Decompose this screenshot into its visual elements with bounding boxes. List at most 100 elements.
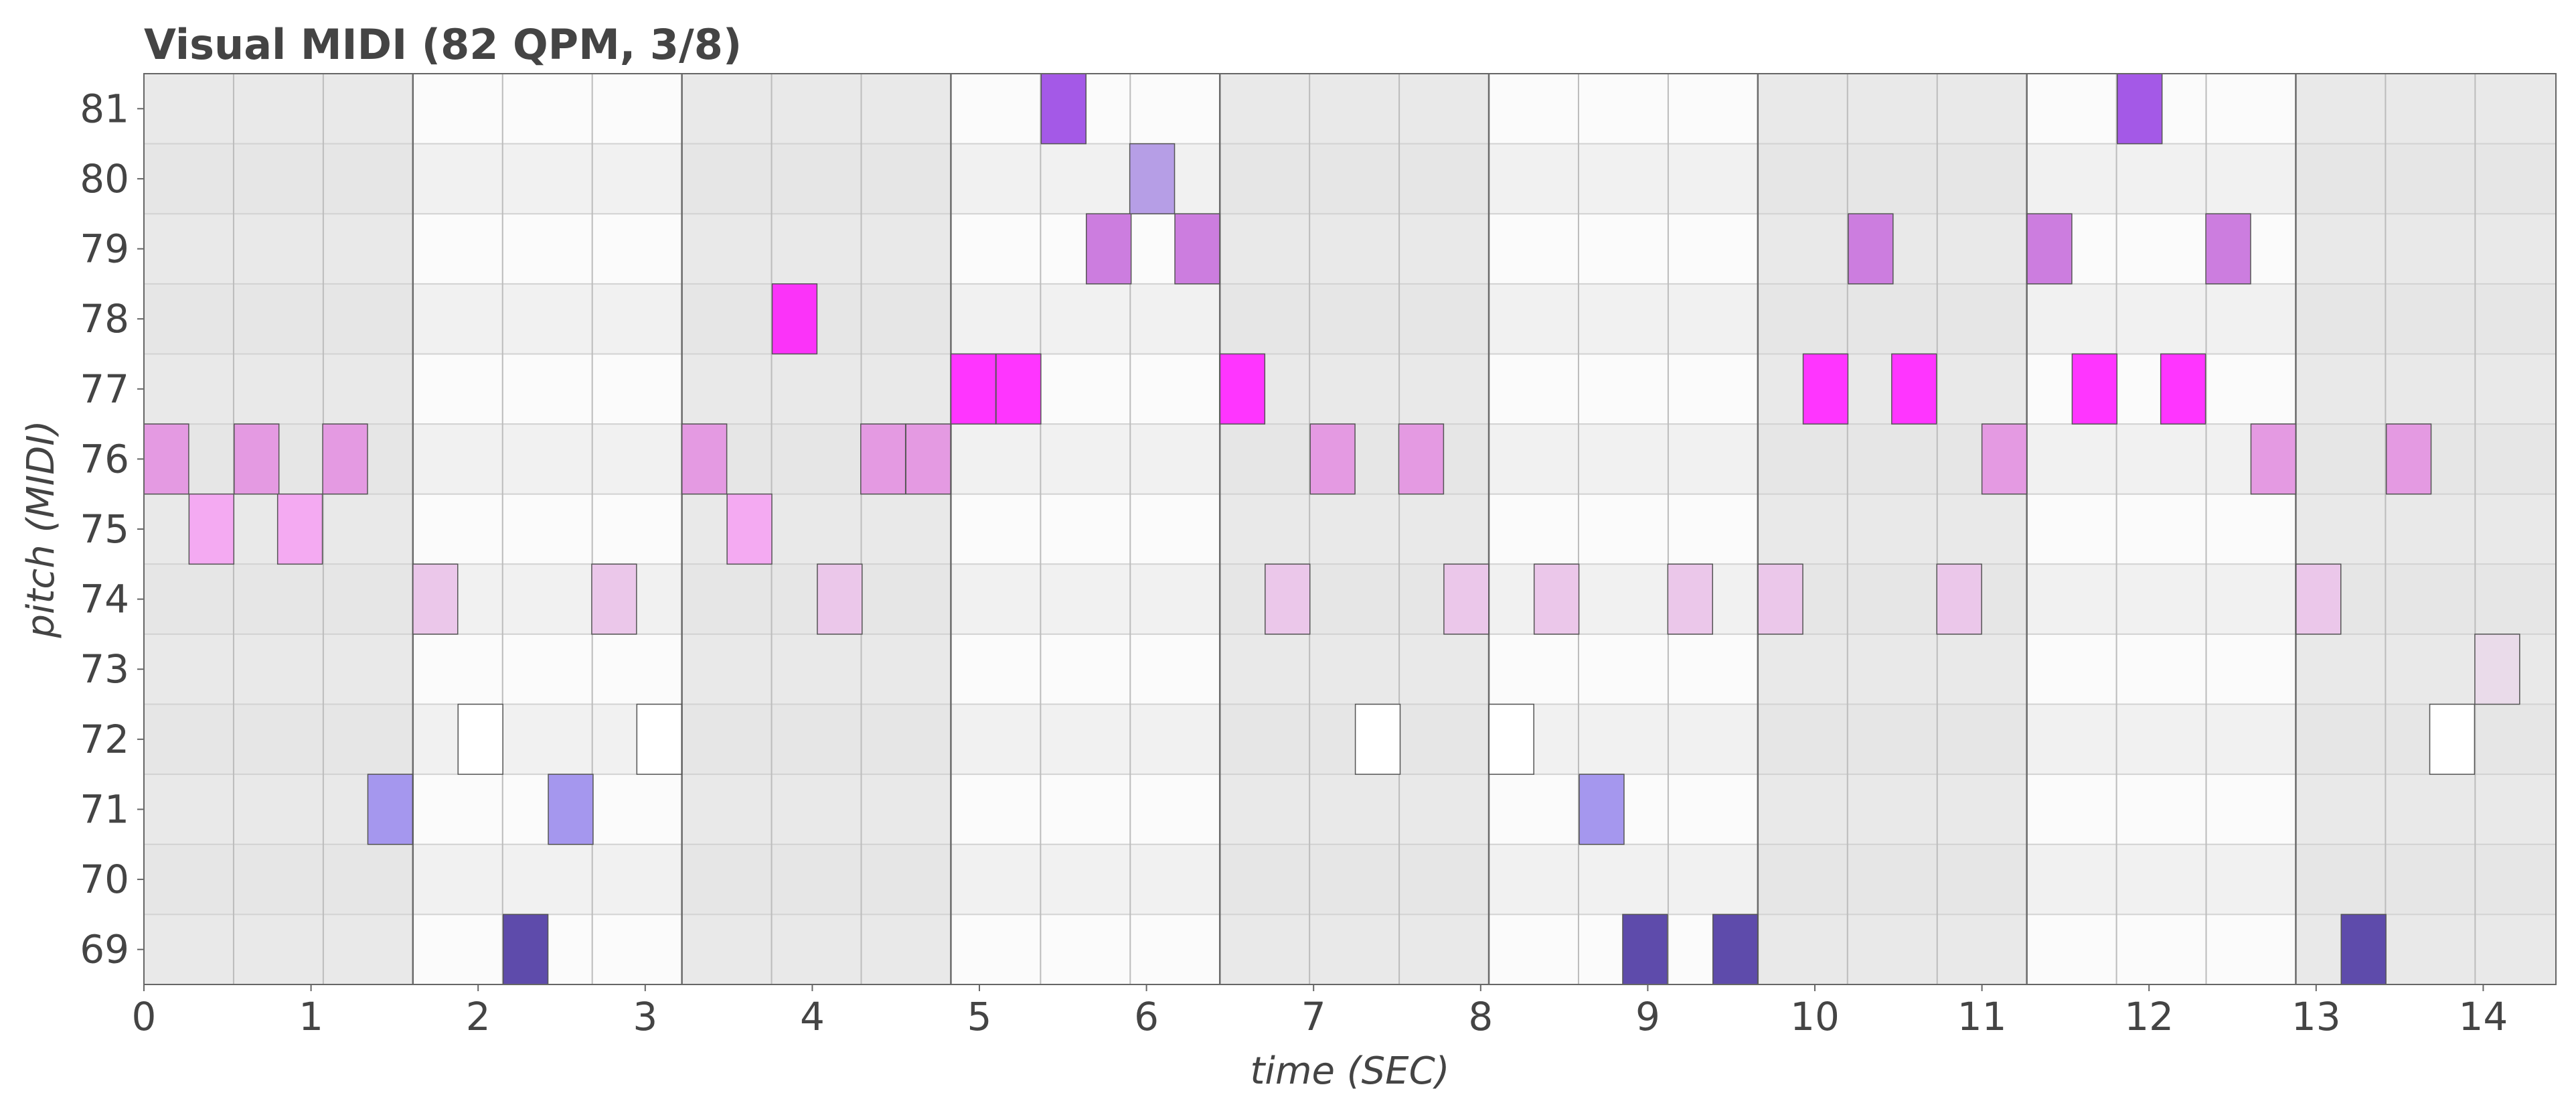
pitch-row-band <box>2026 143 2296 214</box>
note-block <box>1398 423 1445 495</box>
note-block <box>1891 353 1937 425</box>
pitch-row-band <box>2296 774 2556 845</box>
y-axis-ticks: 69 70 71 72 73 74 75 76 77 78 79 80 81 <box>80 86 144 972</box>
y-tick-label: 80 <box>80 156 129 202</box>
pitch-row-band <box>1489 143 1758 214</box>
y-axis-label: pitch (MIDI) <box>19 420 63 638</box>
y-tick-label: 77 <box>80 366 129 412</box>
y-tick-label: 69 <box>80 927 129 972</box>
y-tick-label: 75 <box>80 506 129 552</box>
pitch-row-band <box>951 774 1220 845</box>
note-block <box>1579 774 1625 845</box>
pitch-row-band <box>951 704 1220 775</box>
note-block <box>188 493 235 565</box>
pitch-row-band <box>951 494 1220 565</box>
pitch-row-band <box>2296 143 2556 214</box>
pitch-row-band <box>1757 143 2027 214</box>
pitch-row-band <box>1220 143 1490 214</box>
pitch-row-band <box>1220 634 1490 705</box>
pitch-row-band <box>1220 74 1490 144</box>
x-tick-label: 6 <box>1134 994 1159 1039</box>
pitch-row-band <box>1489 424 1758 494</box>
y-tick-label: 72 <box>80 717 129 762</box>
x-tick-label: 1 <box>299 994 323 1039</box>
pitch-row-band <box>2296 74 2556 144</box>
chart-title: Visual MIDI (82 QPM, 3/8) <box>144 20 742 69</box>
pitch-row-band <box>2026 494 2296 565</box>
pitch-row-band <box>1489 844 1758 915</box>
x-tick-label: 10 <box>1790 994 1840 1039</box>
note-block <box>2026 213 2073 285</box>
y-tick-label: 70 <box>80 857 129 902</box>
pitch-row-band <box>951 424 1220 494</box>
pitch-row-band <box>1757 704 2027 775</box>
pitch-row-band <box>144 914 413 984</box>
pitch-row-band <box>1220 704 1490 775</box>
note-block <box>1040 73 1086 145</box>
pitch-row-band <box>681 844 951 915</box>
pitch-row-band <box>2026 283 2296 354</box>
x-tick-label: 4 <box>800 994 825 1039</box>
note-block <box>591 563 637 635</box>
note-block <box>367 774 414 845</box>
note-block <box>1712 913 1759 985</box>
pitch-row-band <box>412 844 682 915</box>
pitch-row-band <box>412 494 682 565</box>
pitch-row-band <box>951 634 1220 705</box>
y-tick-label: 81 <box>80 86 129 131</box>
pitch-row-band <box>2026 914 2296 984</box>
y-tick-label: 74 <box>80 577 129 622</box>
pitch-row-band <box>2026 704 2296 775</box>
x-tick-label: 13 <box>2291 994 2341 1039</box>
pitch-row-band <box>412 143 682 214</box>
pitch-row-band <box>681 494 951 565</box>
note-block <box>1085 213 1132 285</box>
pitch-row-band <box>681 704 951 775</box>
pitch-row-band <box>1489 354 1758 425</box>
note-block <box>1757 563 1803 635</box>
pitch-row-band <box>951 564 1220 634</box>
pitch-row-band <box>1489 283 1758 354</box>
pitch-row-band <box>951 143 1220 214</box>
note-block <box>950 353 997 425</box>
note-block <box>412 563 459 635</box>
note-block <box>1129 143 1176 214</box>
x-tick-label: 11 <box>1957 994 2007 1039</box>
y-tick-label: 73 <box>80 646 129 692</box>
note-block <box>276 493 323 565</box>
note-block <box>234 423 280 495</box>
pitch-row-band <box>1757 914 2027 984</box>
pitch-row-band <box>2296 844 2556 915</box>
pitch-row-band <box>681 74 951 144</box>
x-tick-label: 0 <box>132 994 157 1039</box>
pitch-row-band <box>1489 634 1758 705</box>
pitch-row-band <box>681 564 951 634</box>
note-block <box>817 563 863 635</box>
note-block <box>1219 353 1266 425</box>
note-block <box>1174 213 1220 285</box>
x-tick-label: 9 <box>1635 994 1660 1039</box>
note-block <box>1802 353 1849 425</box>
pitch-row-band <box>412 634 682 705</box>
pitch-row-band <box>2296 494 2556 565</box>
note-block <box>2117 73 2163 145</box>
note-block <box>2385 423 2432 495</box>
pitch-row-band <box>1489 494 1758 565</box>
note-block <box>1981 423 2028 495</box>
pitch-row-band <box>681 143 951 214</box>
note-block <box>636 703 682 775</box>
pitch-row-band <box>144 844 413 915</box>
pitch-row-band <box>1220 214 1490 284</box>
y-tick-label: 76 <box>80 436 129 482</box>
pitch-row-band <box>144 704 413 775</box>
pitch-row-bands <box>144 74 2556 984</box>
x-tick-label: 3 <box>633 994 657 1039</box>
note-block <box>681 423 728 495</box>
note-block <box>2250 423 2297 495</box>
note-block <box>1667 563 1713 635</box>
x-tick-label: 5 <box>967 994 992 1039</box>
x-tick-label: 2 <box>466 994 491 1039</box>
pitch-row-band <box>2296 214 2556 284</box>
note-blocks <box>143 73 2520 985</box>
pitch-row-band <box>2296 704 2556 775</box>
